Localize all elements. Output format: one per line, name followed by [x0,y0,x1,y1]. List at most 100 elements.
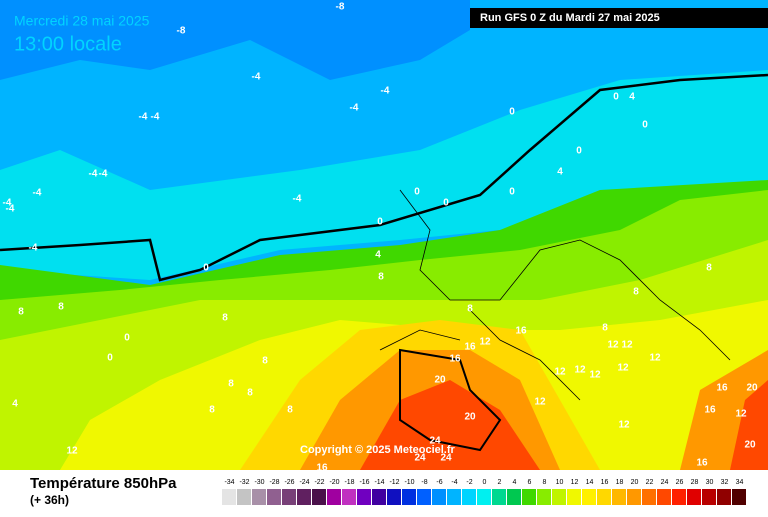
contour-label: -4 [252,72,261,83]
contour-label: 4 [629,92,635,103]
scale-swatch [372,489,386,505]
run-info: Run GFS 0 Z du Mardi 27 mai 2025 [480,12,660,24]
contour-label: -4 [139,112,148,123]
scale-swatch [462,489,476,505]
scale-label: -14 [374,479,384,486]
scale-swatch [387,489,401,505]
scale-swatch [717,489,731,505]
contour-label: 16 [696,458,708,469]
scale-label: 10 [556,479,564,486]
scale-label: -22 [314,479,324,486]
contour-label: 8 [633,287,639,298]
time: 13:00 locale [14,33,122,55]
scale-label: -32 [239,479,249,486]
contour-label: 4 [557,167,563,178]
zero-isotherm [0,73,768,282]
scale-swatch [672,489,686,505]
scale-label: 16 [601,479,609,486]
coastline [379,189,731,401]
scale-swatch [402,489,416,505]
contour-label: 16 [716,383,728,394]
scale-label: 34 [736,479,744,486]
contour-label: 8 [228,379,234,390]
isotherm [399,348,502,452]
contour-label: 12 [618,420,630,431]
contour-label: -4 [350,103,359,114]
scale-label: -20 [329,479,339,486]
scale-label: 24 [661,479,669,486]
contour-label: 8 [602,323,608,334]
scale-swatch [252,489,266,505]
contour-label: 12 [66,446,78,457]
scale-label: 14 [586,479,594,486]
contour-label: 0 [124,333,130,344]
scale-swatch [567,489,581,505]
scale-label: -8 [421,479,427,486]
contour-label: 12 [589,370,601,381]
scale-swatch [642,489,656,505]
scale-label: 2 [498,479,502,486]
scale-swatch [342,489,356,505]
contour-label: 8 [209,405,215,416]
contour-label: 0 [613,92,619,103]
contour-label: -4 [293,194,302,205]
contour-label: 16 [449,354,461,365]
contour-label: 8 [18,307,24,318]
contour-label: 12 [479,337,491,348]
contour-label: 0 [509,107,515,118]
contour-label: 0 [414,187,420,198]
date: Mercredi 28 mai 2025 [14,13,150,29]
contour-label: 12 [617,363,629,374]
contour-label: 8 [287,405,293,416]
contour-label: 8 [222,313,228,324]
scale-label: -30 [254,479,264,486]
scale-label: -6 [436,479,442,486]
scale-label: 26 [676,479,684,486]
scale-swatch [657,489,671,505]
scale-label: 0 [483,479,487,486]
scale-swatch [552,489,566,505]
scale-label: 4 [513,479,517,486]
contour-label: 0 [642,120,648,131]
scale-label: 8 [543,479,547,486]
contour-label: 4 [375,250,381,261]
scale-swatch [702,489,716,505]
scale-label: 18 [616,479,624,486]
scale-swatch [537,489,551,505]
scale-label: 30 [706,479,714,486]
scale-label: -28 [269,479,279,486]
contour-label: 12 [735,409,747,420]
scale-label: 20 [631,479,639,486]
scale-swatch [222,489,236,505]
contour-label: 0 [443,198,449,209]
scale-swatch [432,489,446,505]
scale-swatch [357,489,371,505]
scale-swatch [612,489,626,505]
contour-label: 24 [440,453,452,464]
hot-region [360,380,540,470]
footer-lead: (+ 36h) [30,493,69,507]
contour-label: 24 [429,436,441,447]
footer-title: Température 850hPa [30,475,177,492]
scale-swatch [582,489,596,505]
contour-label: 8 [58,302,64,313]
contour-label: 12 [607,340,619,351]
cool-region [0,70,768,280]
contour-label: 24 [414,453,426,464]
color-scale: -34 -32 -30 -28 -26 -24 -22 -20 -18 -16 -14 -12 -10-… [222,479,746,505]
contour-label: 12 [649,353,661,364]
scale-label: 22 [646,479,654,486]
scale-swatch [312,489,326,505]
scale-swatch [297,489,311,505]
scale-label: -26 [284,479,294,486]
contour-label: -4 [381,86,390,97]
contour-label: 20 [746,383,758,394]
contour-label: 0 [509,187,515,198]
contour-label: 12 [554,367,566,378]
contour-label: 8 [706,263,712,274]
contour-label: -4 [33,188,42,199]
cold-region [0,0,470,80]
contour-label: 16 [464,342,476,353]
map: Run GFS 0 Z du Mardi 27 mai 2025 Mercred… [0,0,768,474]
